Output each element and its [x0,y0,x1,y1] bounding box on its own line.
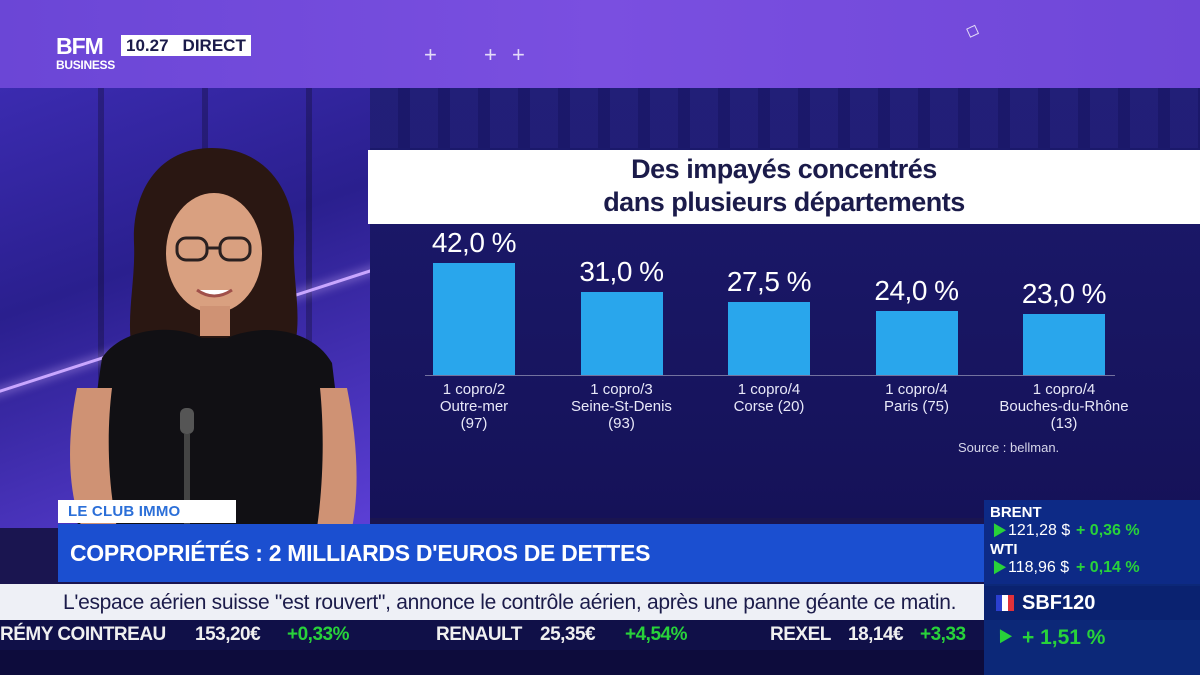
studio-video [0,88,370,528]
trend-arrow-icon [993,629,1013,647]
channel-logo: BFM BUSINESS [56,35,118,75]
presenter-image [70,148,357,528]
stock-change: +0,33% [287,624,349,645]
market-name-brent: BRENT [990,504,1042,521]
france-flag-icon [996,595,1014,611]
bar-category-label: 1 copro/3 Seine-St-Denis (93) [571,381,672,432]
chart-baseline [425,375,1115,376]
bar-category-label: 1 copro/4 Paris (75) [883,381,950,415]
infographic-title-line1: Des impayés concentrés [631,154,937,184]
clock-time: 10.27 [126,36,169,55]
market-change-brent: + 0,36 % [1076,522,1140,539]
news-ticker-text: L'espace aérien suisse "est rouvert", an… [63,591,957,614]
chart-bar [875,311,958,375]
bar-value-label: 31,0 % [579,256,664,288]
stock-name: RÉMY COINTREAU [0,624,166,645]
chart-bar [433,263,515,375]
stock-ticker: RÉMY COINTREAU 153,20€ +0,33% RENAULT 25… [0,620,984,650]
chart-source: Source : bellman. [958,440,1060,455]
sparkle-icon: + [512,42,525,67]
market-value-wti: 118,96 $ [1008,559,1070,576]
headline-bar [58,524,984,582]
bar-value-label: 23,0 % [1021,277,1107,309]
headline-text: COPROPRIÉTÉS : 2 MILLIARDS D'EUROS DE DE… [70,540,651,566]
bar-value-label: 42,0 % [431,227,517,258]
market-name-wti: WTI [990,541,1018,558]
bar-chart: Source : bellman. 42,0 % 1 copro/2 Outre-m… [370,224,1200,514]
index-box [984,586,1200,620]
news-ticker-bar [0,584,984,620]
live-label: DIRECT [182,36,246,55]
show-label: LE CLUB IMMO [58,500,236,523]
infographic-title-box: Des impayés concentrés dans plusieurs dé… [368,150,1200,224]
stock-name: REXEL [770,624,831,645]
index-name: SBF120 [1022,592,1096,614]
time-live-box: 10.27 DIRECT [121,35,251,56]
bar-category-label: 1 copro/2 Outre-mer (97) [439,381,509,432]
stock-price: 153,20€ [195,624,261,645]
sparkle-icon: + [484,42,497,67]
bar-value-label: 24,0 % [874,275,959,306]
bar-value-label: 27,5 % [726,265,812,297]
bar-category-label: 1 copro/4 Bouches-du-Rhône (13) [999,381,1129,432]
bar-category-label: 1 copro/4 Corse (20) [733,381,805,415]
stock-change: +3,33 [920,624,966,645]
infographic-title-line2: dans plusieurs départements [603,187,965,217]
market-change-wti: + 0,14 % [1076,559,1140,576]
stock-price: 25,35€ [540,624,596,645]
logo-main: BFM [56,33,104,59]
chart-bar [728,301,810,375]
stock-name: RENAULT [436,624,522,645]
market-value-brent: 121,28 $ [1008,522,1071,539]
market-panel: BRENT 121,28 $ + 0,36 % WTI 118,96 $ + 0… [984,500,1200,675]
stock-change: +4,54% [625,624,687,645]
index-change: + 1,51 % [1022,626,1106,649]
chart-bar [1023,313,1105,375]
sparkle-icon: + [424,42,437,67]
stock-price: 18,14€ [848,624,904,645]
chart-bar [580,292,663,375]
logo-sub: BUSINESS [56,58,115,72]
